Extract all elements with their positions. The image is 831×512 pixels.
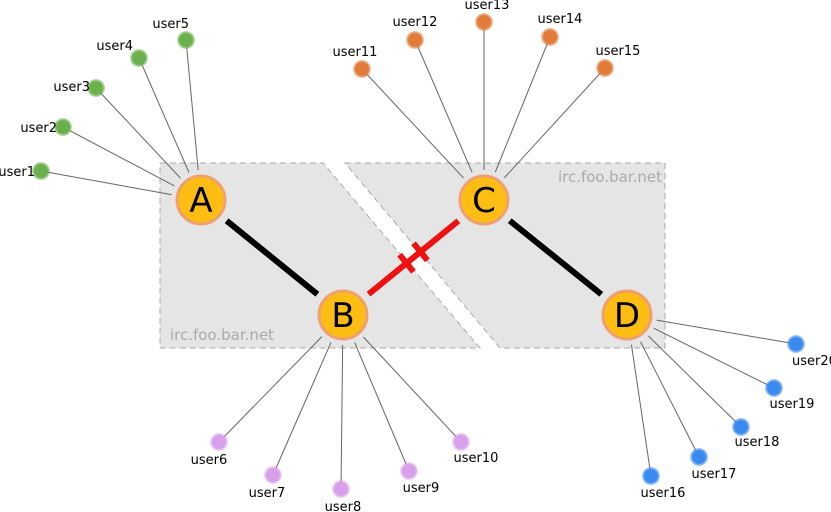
network-label: irc.foo.bar.net <box>170 326 274 344</box>
user-node-user15[interactable] <box>596 59 614 77</box>
user-node-user1[interactable] <box>32 162 50 180</box>
user-label: user2 <box>20 121 57 136</box>
user-label: user8 <box>325 500 362 512</box>
user-node-user12[interactable] <box>406 31 424 49</box>
network-label: irc.foo.bar.net <box>558 168 662 186</box>
user-connection-line <box>62 126 175 187</box>
user-connection-line <box>40 170 172 196</box>
server-label: B <box>331 296 354 336</box>
user-connection-line <box>503 67 606 179</box>
link-break-mark <box>411 241 430 263</box>
user-connection-line <box>363 336 462 443</box>
user-node-user16[interactable] <box>642 467 660 485</box>
user-connection-line <box>95 87 181 179</box>
user-connection-line <box>340 344 344 490</box>
user-label: user3 <box>53 80 90 95</box>
user-node-user18[interactable] <box>732 418 750 436</box>
user-connection-line <box>648 335 742 428</box>
broken-link-B-C <box>366 218 461 297</box>
server-node-A[interactable] <box>175 174 227 226</box>
user-connection-line <box>630 344 652 477</box>
user-connection-line <box>640 341 700 458</box>
link-A-B <box>224 218 320 297</box>
server-node-B[interactable] <box>317 289 369 341</box>
user-label: user19 <box>770 397 815 412</box>
user-connection-line <box>653 327 775 389</box>
user-node-user8[interactable] <box>332 480 350 498</box>
user-label: user15 <box>596 44 641 59</box>
user-node-user14[interactable] <box>541 28 559 46</box>
user-label: user14 <box>538 12 583 27</box>
user-node-user7[interactable] <box>264 466 282 484</box>
link-C-D <box>507 218 604 297</box>
user-label: user9 <box>403 481 440 496</box>
user-label: user12 <box>393 15 438 30</box>
user-node-user10[interactable] <box>452 433 470 451</box>
user-connection-line <box>272 342 332 476</box>
user-connection-line <box>656 319 797 345</box>
user-node-user9[interactable] <box>400 462 418 480</box>
server-label: A <box>189 181 212 221</box>
user-node-user20[interactable] <box>787 335 805 353</box>
user-connection-line <box>354 342 410 472</box>
user-connection-line <box>138 57 190 173</box>
server-label: C <box>472 181 496 221</box>
network-left-region <box>159 162 482 349</box>
user-node-user11[interactable] <box>353 60 371 78</box>
user-node-user13[interactable] <box>475 13 493 31</box>
user-node-user6[interactable] <box>210 433 228 451</box>
user-label: user18 <box>735 435 780 450</box>
server-label: D <box>614 296 640 336</box>
user-label: user10 <box>454 451 499 466</box>
server-node-D[interactable] <box>601 289 653 341</box>
user-label: user16 <box>641 486 686 501</box>
user-node-user19[interactable] <box>765 379 783 397</box>
link-break-mark <box>397 252 416 274</box>
user-label: user5 <box>152 17 189 32</box>
user-connection-line <box>185 39 199 171</box>
user-label: user6 <box>191 453 228 468</box>
server-node-C[interactable] <box>458 174 510 226</box>
user-label: user17 <box>692 467 737 482</box>
network-right-region <box>343 162 666 349</box>
user-label: user13 <box>465 0 510 13</box>
user-label: user11 <box>333 45 378 60</box>
user-connection-line <box>414 39 473 173</box>
user-connection-line <box>361 68 464 179</box>
user-connection-line <box>218 336 323 443</box>
user-node-user2[interactable] <box>54 118 72 136</box>
user-connection-line <box>494 36 551 173</box>
user-node-user17[interactable] <box>690 448 708 466</box>
user-label: user20 <box>792 354 831 369</box>
user-node-user4[interactable] <box>130 49 148 67</box>
user-label: user1 <box>0 165 35 180</box>
user-label: user4 <box>96 39 133 54</box>
user-label: user7 <box>249 486 286 501</box>
user-node-user3[interactable] <box>87 79 105 97</box>
user-node-user5[interactable] <box>177 31 195 49</box>
